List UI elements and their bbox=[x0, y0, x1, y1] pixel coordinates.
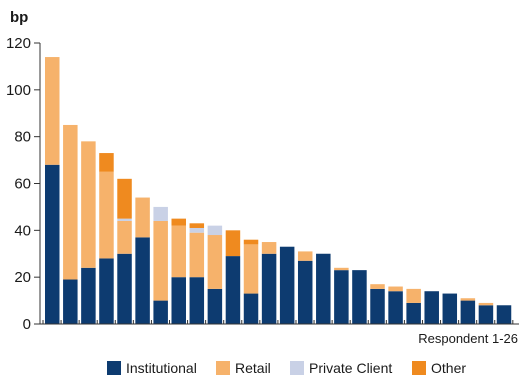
bar-segment-other bbox=[171, 218, 186, 226]
bar-segment-institutional bbox=[406, 302, 421, 324]
bar-segment-retail bbox=[460, 298, 476, 301]
bars bbox=[45, 57, 512, 325]
bar-segment-retail bbox=[261, 242, 277, 254]
legend-swatch bbox=[107, 361, 121, 375]
y-tick-label: 120 bbox=[6, 35, 31, 52]
bar-segment-institutional bbox=[135, 237, 150, 324]
y-tick-label: 80 bbox=[14, 129, 31, 146]
bar-segment-other bbox=[243, 239, 259, 245]
legend-swatch bbox=[216, 361, 230, 375]
legend-swatch bbox=[290, 361, 304, 375]
y-tick-label: 0 bbox=[23, 316, 31, 333]
legend-item-institutional: Institutional bbox=[107, 360, 197, 376]
bar-segment-retail bbox=[189, 232, 205, 278]
bar-segment-institutional bbox=[243, 293, 259, 324]
bar-segment-other bbox=[99, 153, 114, 172]
bar-segment-institutional bbox=[297, 260, 313, 324]
x-axis bbox=[40, 320, 519, 325]
legend: Institutional Retail Private Client Other bbox=[107, 360, 466, 376]
legend-label: Institutional bbox=[126, 360, 197, 376]
y-tick-label: 100 bbox=[6, 82, 31, 99]
bar-segment-retail bbox=[243, 244, 259, 294]
bar-segment-private-client bbox=[207, 225, 223, 236]
bar-segment-private-client bbox=[153, 206, 168, 221]
bar-segment-institutional bbox=[225, 256, 241, 324]
bar-segment-institutional bbox=[81, 267, 96, 324]
bar-segment-retail bbox=[406, 288, 421, 303]
legend-label: Retail bbox=[235, 360, 271, 376]
legend-swatch bbox=[412, 361, 426, 375]
bar-segment-institutional bbox=[478, 305, 494, 324]
bar-segment-retail bbox=[63, 124, 78, 280]
bar-segment-retail bbox=[334, 267, 349, 271]
legend-item-private-client: Private Client bbox=[290, 360, 392, 376]
bar-segment-institutional bbox=[45, 164, 60, 324]
bar-segment-private-client bbox=[117, 218, 132, 221]
bar-segment-retail bbox=[207, 235, 223, 289]
bar-segment-retail bbox=[370, 284, 385, 289]
bar-segment-institutional bbox=[279, 246, 295, 324]
bar-segment-institutional bbox=[442, 293, 458, 324]
bar-segment-institutional bbox=[388, 291, 403, 324]
bar-segment-retail bbox=[45, 57, 60, 165]
bar-segment-retail bbox=[297, 251, 313, 261]
legend-label: Other bbox=[431, 360, 466, 376]
bar-segment-institutional bbox=[207, 288, 223, 325]
y-axis: 0 20 40 60 80 100 120 bbox=[6, 35, 41, 333]
bar-segment-institutional bbox=[153, 300, 168, 324]
bar-segment-retail bbox=[117, 220, 132, 254]
y-tick-label: 40 bbox=[14, 222, 31, 239]
y-tick-label: 60 bbox=[14, 176, 31, 193]
x-axis-label: Respondent 1-26 bbox=[418, 331, 518, 346]
bar-segment-other bbox=[225, 230, 241, 257]
bar-segment-institutional bbox=[352, 270, 367, 324]
bar-segment-institutional bbox=[334, 270, 349, 324]
bar-segment-institutional bbox=[171, 277, 186, 324]
bar-segment-institutional bbox=[496, 305, 512, 324]
bar-segment-retail bbox=[81, 141, 96, 268]
bar-segment-other bbox=[117, 178, 132, 219]
bar-segment-institutional bbox=[370, 288, 385, 325]
legend-label: Private Client bbox=[309, 360, 392, 376]
legend-item-retail: Retail bbox=[216, 360, 271, 376]
bar-segment-retail bbox=[388, 286, 403, 292]
legend-item-other: Other bbox=[412, 360, 466, 376]
bar-segment-retail bbox=[153, 220, 168, 301]
bar-segment-institutional bbox=[63, 279, 78, 324]
bar-segment-institutional bbox=[316, 253, 331, 324]
bar-segment-institutional bbox=[424, 291, 439, 324]
bar-segment-institutional bbox=[99, 258, 114, 324]
bar-segment-institutional bbox=[189, 277, 205, 324]
bar-segment-retail bbox=[99, 171, 114, 259]
bar-segment-institutional bbox=[261, 253, 277, 324]
bar-segment-retail bbox=[478, 302, 494, 306]
bar-segment-retail bbox=[135, 197, 150, 238]
bar-segment-other bbox=[189, 223, 205, 228]
bar-segment-institutional bbox=[460, 300, 476, 324]
bar-segment-institutional bbox=[117, 253, 132, 324]
bar-segment-private-client bbox=[189, 227, 205, 233]
y-unit-label: bp bbox=[10, 9, 28, 26]
y-tick-label: 20 bbox=[14, 269, 31, 286]
bar-segment-retail bbox=[171, 225, 186, 278]
